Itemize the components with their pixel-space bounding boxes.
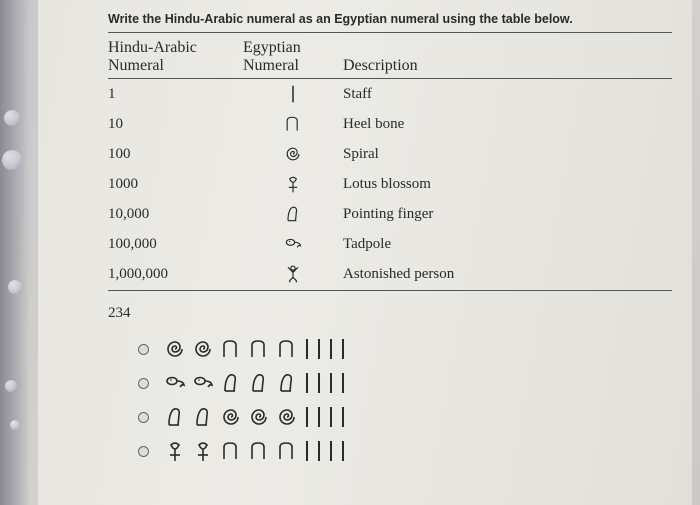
radio-icon[interactable] [138,344,149,355]
worksheet-page: Write the Hindu-Arabic numeral as an Egy… [38,0,692,505]
heel-icon [275,337,299,361]
reference-table: 1 Staff 10 Heel bone 100 Spiral 1000 Lot… [108,79,672,291]
heel-icon [283,114,303,134]
table-header: Hindu-Arabic Numeral Egyptian Numeral De… [108,33,672,79]
staff-icon [339,371,347,395]
numeral-description: Heel bone [343,116,404,133]
numeral-description: Spiral [343,146,379,163]
answer-option-1[interactable] [138,332,672,366]
numeral-value: 1000 [108,176,243,193]
radio-icon[interactable] [138,412,149,423]
table-row: 100,000 Tadpole [108,229,672,259]
header-col3: Description [343,57,418,75]
staff-icon [315,405,323,429]
numeral-value: 100,000 [108,236,243,253]
header-col2a: Egyptian [243,39,343,57]
finger-icon [275,371,299,395]
numeral-value: 10 [108,116,243,133]
staff-icon [339,439,347,463]
lotus-icon [191,439,215,463]
numeral-description: Astonished person [343,266,454,283]
staff-icon [290,84,296,104]
staff-icon [303,439,311,463]
lotus-icon [283,174,303,194]
table-row: 1000 Lotus blossom [108,169,672,199]
numeral-value: 1,000,000 [108,266,243,283]
numeral-description: Tadpole [343,236,391,253]
table-row: 1,000,000 Astonished person [108,259,672,291]
spiral-icon [283,144,303,164]
numeral-value: 10,000 [108,206,243,223]
finger-icon [283,204,303,224]
answer-option-2[interactable] [138,366,672,400]
finger-icon [247,371,271,395]
heel-icon [275,439,299,463]
numeral-value: 1 [108,86,243,103]
staff-icon [327,371,335,395]
question-number: 234 [108,291,672,332]
heel-icon [247,337,271,361]
table-row: 10,000 Pointing finger [108,199,672,229]
staff-icon [327,337,335,361]
answer-options [108,332,672,468]
spiral-icon [275,405,299,429]
answer-option-3[interactable] [138,400,672,434]
instruction: Write the Hindu-Arabic numeral as an Egy… [108,8,672,33]
staff-icon [339,337,347,361]
lotus-icon [163,439,187,463]
spiral-icon [247,405,271,429]
answer-option-4[interactable] [138,434,672,468]
radio-icon[interactable] [138,446,149,457]
numeral-description: Lotus blossom [343,176,431,193]
radio-icon[interactable] [138,378,149,389]
table-row: 1 Staff [108,79,672,109]
numeral-description: Pointing finger [343,206,433,223]
tadpole-icon [283,234,303,254]
finger-icon [219,371,243,395]
numeral-description: Staff [343,86,372,103]
spiral-icon [163,337,187,361]
tadpole-icon [163,371,187,395]
heel-icon [219,337,243,361]
person-icon [283,264,303,284]
finger-icon [191,405,215,429]
numeral-value: 100 [108,146,243,163]
staff-icon [327,439,335,463]
staff-icon [327,405,335,429]
table-row: 100 Spiral [108,139,672,169]
staff-icon [303,337,311,361]
spiral-icon [219,405,243,429]
header-col1b: Numeral [108,57,243,75]
tadpole-icon [191,371,215,395]
heel-icon [247,439,271,463]
staff-icon [315,371,323,395]
finger-icon [163,405,187,429]
spiral-icon [191,337,215,361]
heel-icon [219,439,243,463]
table-row: 10 Heel bone [108,109,672,139]
staff-icon [339,405,347,429]
header-col1a: Hindu-Arabic [108,39,243,57]
staff-icon [303,371,311,395]
staff-icon [315,337,323,361]
header-col2b: Numeral [243,57,343,75]
staff-icon [315,439,323,463]
staff-icon [303,405,311,429]
